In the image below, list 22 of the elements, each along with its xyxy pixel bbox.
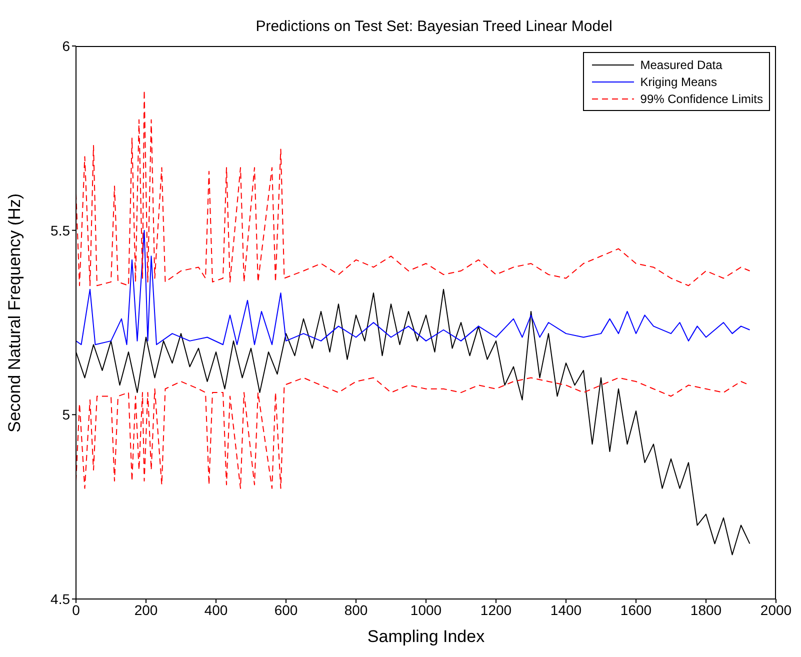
legend-label: Measured Data — [640, 58, 722, 72]
x-tick-label: 200 — [134, 602, 158, 618]
y-tick-label: 4.5 — [50, 590, 70, 607]
x-tick-label: 2000 — [760, 602, 792, 618]
y-tick-label: 6 — [62, 38, 70, 54]
x-tick-label: 1200 — [480, 602, 512, 618]
x-tick-label: 1800 — [690, 602, 722, 618]
x-tick-label: 0 — [72, 602, 80, 618]
y-tick-label: 5 — [62, 406, 70, 423]
x-tick-label: 800 — [344, 602, 368, 618]
y-axis-title: Second Natural Frequency (Hz) — [5, 193, 24, 432]
x-tick-label: 1400 — [550, 602, 582, 618]
x-tick-label: 600 — [274, 602, 298, 618]
chart-title: Predictions on Test Set: Bayesian Treed Linear Model — [254, 18, 614, 35]
y-tick-label: 5.5 — [50, 222, 70, 238]
legend-label: 99% Confidence Limits — [640, 92, 763, 106]
legend-label: Kriging Means — [640, 74, 717, 88]
line-series — [76, 230, 750, 346]
x-tick-label: 1000 — [410, 602, 442, 618]
x-tick-label: 400 — [204, 602, 228, 618]
x-axis-title: Sampling Index — [367, 627, 486, 646]
x-tick-label: 1600 — [620, 602, 652, 618]
